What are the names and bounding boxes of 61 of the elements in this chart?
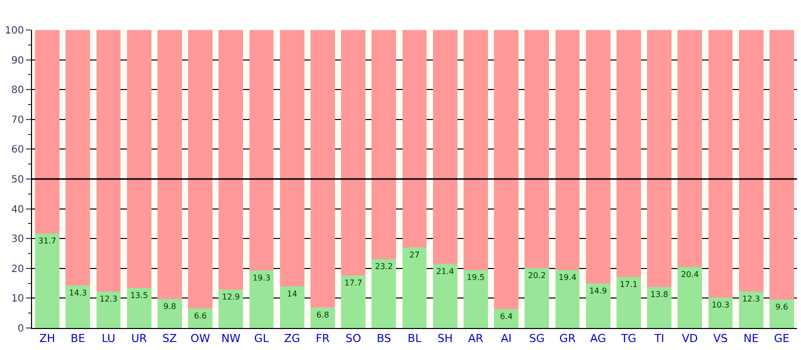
y-tick-label: 70 [11,114,24,126]
x-tick-label: BL [408,332,422,346]
data-label: 19.4 [558,273,576,282]
x-tick-label: AR [468,332,484,346]
data-label: 12.3 [100,294,118,304]
data-label: 9.8 [163,302,176,311]
x-tick-label: VD [682,332,698,346]
x-tick-label: VS [713,332,728,346]
data-label: 14 [287,289,298,298]
data-label: 23.2 [374,262,393,271]
data-label: 6.4 [500,312,513,321]
x-tick-label: BS [376,332,392,346]
x-tick-label: SO [345,332,362,346]
x-tick-label: GE [774,332,790,346]
x-tick-label: UR [131,332,148,346]
y-tick-label: 0 [18,324,24,334]
y-tick-label: 80 [11,85,24,96]
x-tick-label: SZ [162,332,178,346]
x-tick-label: ZH [39,332,56,346]
data-label: 9.6 [775,302,788,312]
x-tick-label: TI [653,332,664,346]
data-label: 6.6 [194,311,207,320]
y-tick-label: 30 [11,234,24,246]
data-label: 19.3 [252,273,270,282]
y-tick-label: 20 [11,264,24,275]
data-label: 12.9 [222,292,240,302]
x-tick-label: AI [500,332,512,346]
x-tick-label: SG [529,332,545,346]
x-tick-label: NE [744,332,759,346]
y-tick-label: 50 [11,174,24,186]
y-tick-label: 60 [11,144,24,156]
y-tick-label: 40 [11,204,24,216]
x-tick-label: FR [316,332,330,346]
data-label: 13.8 [650,290,668,299]
x-tick-label: GR [559,332,576,346]
x-tick-label: OW [190,332,210,346]
x-tick-label: BE [70,332,86,346]
data-label: 21.4 [436,267,454,276]
data-label: 31.7 [38,236,56,246]
data-label: 10.3 [712,300,730,310]
x-tick-label: GL [254,332,270,346]
data-label: 6.8 [316,310,330,320]
x-tick-label: SH [437,332,453,346]
data-label: 20.2 [528,270,546,280]
data-label: 12.3 [742,294,760,304]
data-label: 19.5 [466,272,485,282]
data-label: 14.9 [589,286,608,296]
y-tick-label: 90 [11,55,24,66]
y-tick-label: 100 [4,26,24,36]
data-label: 14.3 [68,288,87,298]
data-label: 17.7 [344,278,362,288]
x-tick-label: LU [102,332,116,346]
x-tick-label: TG [620,332,636,346]
data-label: 17.1 [620,280,638,290]
x-tick-label: AG [590,332,606,346]
x-tick-label: NW [221,332,241,346]
data-label: 20.4 [680,270,699,280]
y-tick-label: 10 [11,294,24,305]
x-tick-label: ZG [284,332,300,346]
data-label: 27 [409,250,420,260]
data-label: 13.5 [130,290,148,300]
